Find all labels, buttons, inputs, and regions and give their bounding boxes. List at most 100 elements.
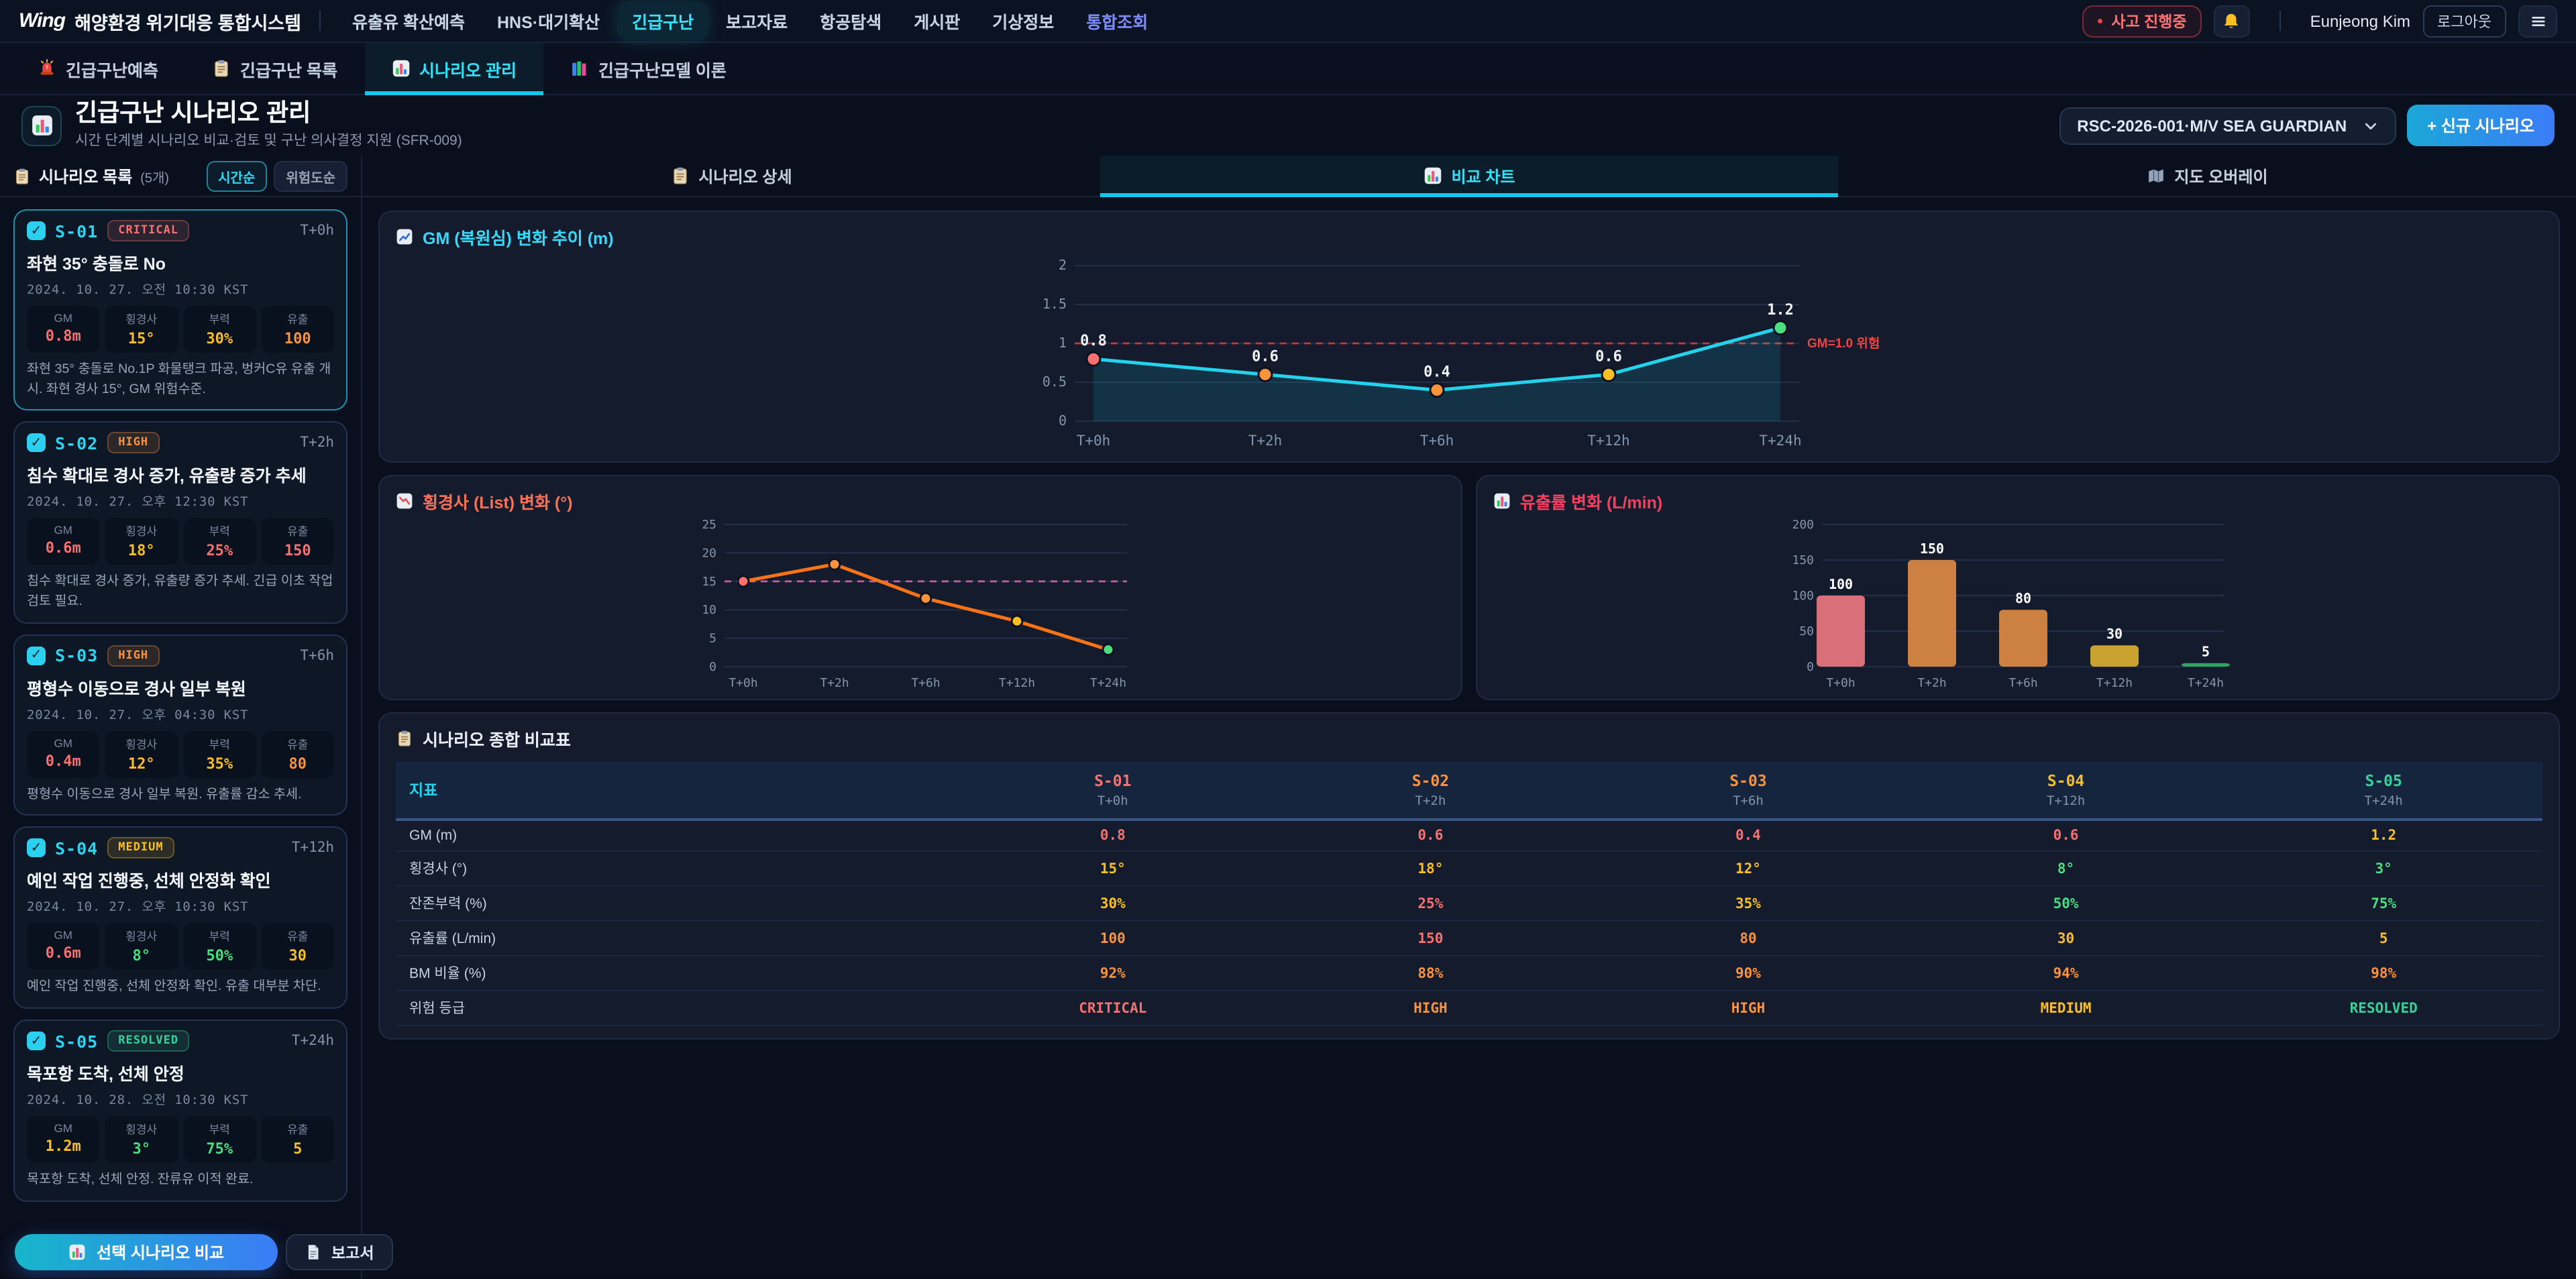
- svg-text:150: 150: [1920, 541, 1944, 557]
- metric-box: 횡경사 8°: [105, 923, 178, 970]
- svg-text:T+0h: T+0h: [1826, 676, 1855, 690]
- siren-icon: [38, 59, 56, 78]
- metric-box: 유출 150: [261, 518, 334, 565]
- module-tab-1[interactable]: 긴급구난예측: [11, 43, 185, 94]
- spill-chart-card: 유출률 변화 (L/min) 0 50 100 150 200 T+0h T+2h T+6h T…: [1476, 475, 2560, 700]
- compare-scenarios-button[interactable]: 선택 시나리오 비교: [15, 1234, 278, 1270]
- row-value: 75%: [2224, 886, 2542, 922]
- scenario-card-s-03[interactable]: ✓ S-03 HIGH T+6h 평형수 이동으로 경사 일부 복원 2024. 10. …: [13, 634, 347, 816]
- metric-value: 150: [284, 542, 311, 560]
- svg-text:15: 15: [702, 575, 716, 589]
- scenario-datetime: 2024. 10. 28. 오전 10:30 KST: [27, 1093, 249, 1109]
- gm-chart-title-text: GM (복원심) 변화 추이 (m): [423, 229, 614, 248]
- scenario-datetime: 2024. 10. 27. 오후 04:30 KST: [27, 708, 249, 723]
- notifications-button[interactable]: [2213, 5, 2250, 37]
- sort-button-2[interactable]: 위험도순: [274, 160, 347, 191]
- sort-button-1[interactable]: 시간순: [206, 160, 268, 191]
- metric-value: 25%: [206, 542, 233, 560]
- nav-item-2[interactable]: HNS·대기확산: [496, 13, 600, 32]
- scenario-column-header: S-03 T+6h: [1589, 762, 1907, 821]
- app-logo[interactable]: Wing 해양환경 위기대응 통합시스템: [19, 7, 301, 34]
- svg-text:0: 0: [709, 660, 716, 674]
- report-button[interactable]: 보고서: [286, 1234, 393, 1270]
- checkbox-checked-icon[interactable]: ✓: [27, 838, 46, 858]
- row-value: 0.6: [1271, 820, 1590, 852]
- svg-text:T+24h: T+24h: [1090, 676, 1126, 690]
- severity-badge: CRITICAL: [107, 220, 190, 241]
- view-tab-label: 지도 오버레이: [2174, 167, 2268, 186]
- view-tab-3[interactable]: 지도 오버레이: [1838, 156, 2576, 196]
- hamburger-icon: [2528, 11, 2547, 30]
- svg-text:0.8: 0.8: [1080, 333, 1107, 349]
- metric-box: 횡경사 12°: [105, 730, 178, 778]
- comparison-table-card: 시나리오 종합 비교표 지표 S-01 T+0h S-02 T+2h S-03 T+6h S-…: [378, 712, 2560, 1040]
- module-tab-4[interactable]: 긴급구난모델 이론: [543, 43, 753, 94]
- scenario-card-s-01[interactable]: ✓ S-01 CRITICAL T+0h 좌현 35° 충돌로 No 2024. 10. …: [13, 209, 347, 411]
- scenario-datetime: 2024. 10. 27. 오후 12:30 KST: [27, 495, 249, 510]
- checkbox-checked-icon[interactable]: ✓: [27, 1032, 46, 1051]
- module-tab-3[interactable]: 시나리오 관리: [364, 43, 544, 95]
- metric-value: 75%: [206, 1140, 233, 1158]
- list-chart-title: 횡경사 (List) 변화 (°): [396, 488, 1445, 514]
- nav-item-4[interactable]: 보고자료: [726, 13, 788, 32]
- table-row: 유출률 (L/min) 100 150 80 30 5: [396, 921, 2542, 956]
- list-chart-plot: 0 5 10 15 20 25 T+0h T+2h T+6h T+12h T+24h: [396, 514, 1445, 702]
- column-scenario-id: S-03: [1729, 771, 1767, 790]
- row-value: 98%: [2224, 956, 2542, 991]
- metric-label: GM: [54, 736, 72, 750]
- svg-text:GM=1.0 위험: GM=1.0 위험: [1807, 336, 1880, 351]
- gm-chart-title: GM (복원심) 변화 추이 (m): [396, 224, 2542, 249]
- spill-chart-title: 유출률 변화 (L/min): [1493, 488, 2542, 514]
- incident-status-badge: ● 사고 진행중: [2082, 5, 2202, 37]
- nav-item-8[interactable]: 통합조회: [1086, 13, 1148, 32]
- svg-text:5: 5: [2202, 644, 2210, 660]
- nav-item-3[interactable]: 긴급구난: [617, 1, 709, 40]
- metric-label: 유출: [287, 930, 309, 944]
- svg-text:T+24h: T+24h: [1759, 433, 1801, 449]
- logout-button[interactable]: 로그아웃: [2422, 5, 2506, 37]
- chart-canvas: 0 50 100 150 200 T+0h T+2h T+6h T+12h T+24h 100 150…: [1792, 518, 2230, 690]
- new-scenario-button[interactable]: + 신규 시나리오: [2407, 105, 2555, 146]
- checkbox-checked-icon[interactable]: ✓: [27, 433, 46, 453]
- gm-chart-plot: 0 0.5 1 1.5 2 T+0h T+2h T+6h T+12h T+24h GM=1.0 위험…: [396, 249, 2542, 461]
- row-value: 30: [1907, 921, 2225, 956]
- column-scenario-id: S-04: [2047, 771, 2085, 790]
- page-title: 긴급구난 시나리오 관리: [75, 99, 311, 127]
- row-label: GM (m): [396, 820, 954, 852]
- scenario-card-s-05[interactable]: ✓ S-05 RESOLVED T+24h 목포항 도착, 선체 안정 2024. 10.…: [13, 1019, 347, 1202]
- svg-text:50: 50: [1799, 624, 1814, 638]
- compare-scenarios-label: 선택 시나리오 비교: [97, 1243, 224, 1262]
- column-time-offset: T+24h: [2364, 794, 2403, 809]
- header-right: ● 사고 진행중 Eunjeong Kim 로그아웃: [2082, 5, 2557, 37]
- checkbox-checked-icon[interactable]: ✓: [27, 646, 46, 665]
- checkbox-checked-icon[interactable]: ✓: [27, 221, 46, 240]
- metric-label: 유출: [287, 524, 309, 539]
- svg-text:1: 1: [1059, 335, 1067, 351]
- incident-select[interactable]: RSC-2026-001·M/V SEA GUARDIAN: [2059, 107, 2397, 144]
- metric-box: 부력 25%: [183, 518, 256, 565]
- nav-item-6[interactable]: 게시판: [914, 13, 961, 32]
- module-tab-strip: 긴급구난예측 긴급구난 목록 시나리오 관리 긴급구난모델 이론: [0, 43, 2576, 95]
- scenario-sidebar: 시나리오 목록 (5개) 시간순 위험도순 ✓ S-01 CRITICAL T+0h 좌현…: [0, 156, 362, 1278]
- bell-icon: [2222, 11, 2241, 30]
- scenario-datetime: 2024. 10. 27. 오전 10:30 KST: [27, 283, 249, 298]
- scenario-card-s-02[interactable]: ✓ S-02 HIGH T+2h 침수 확대로 경사 증가, 유출량 증가 추세 2024…: [13, 421, 347, 624]
- metric-box: 부력 50%: [183, 923, 256, 970]
- nav-item-7[interactable]: 기상정보: [992, 13, 1055, 32]
- module-tab-2[interactable]: 긴급구난 목록: [185, 43, 364, 94]
- svg-text:T+0h: T+0h: [1077, 433, 1111, 449]
- nav-item-5[interactable]: 항공탐색: [820, 13, 882, 32]
- menu-button[interactable]: [2518, 5, 2557, 37]
- view-tab-1[interactable]: 시나리오 상세: [362, 156, 1100, 196]
- row-value: HIGH: [1271, 991, 1590, 1026]
- svg-text:200: 200: [1792, 518, 1814, 532]
- page-titles: 긴급구난 시나리오 관리 시간 단계별 시나리오 비교·검토 및 구난 의사결정…: [75, 99, 462, 150]
- view-tab-2[interactable]: 비교 차트: [1100, 156, 1838, 197]
- row-value: 8°: [1907, 851, 2225, 887]
- scenario-card-s-04[interactable]: ✓ S-04 MEDIUM T+12h 예인 작업 진행중, 선체 안정화 확인 2024…: [13, 826, 347, 1009]
- metric-label: 횡경사: [125, 524, 158, 539]
- row-value: 90%: [1589, 956, 1907, 991]
- nav-item-1[interactable]: 유출유 확산예측: [352, 13, 465, 32]
- header-divider: [319, 11, 320, 31]
